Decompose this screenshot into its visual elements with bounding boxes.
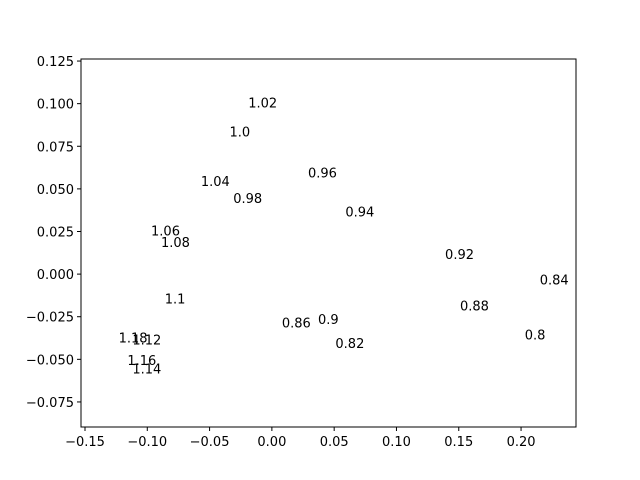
point-label: 0.92 xyxy=(445,248,474,263)
y-tick-label: 0.125 xyxy=(37,55,74,70)
point-label: 0.9 xyxy=(318,313,339,328)
point-label: 0.88 xyxy=(460,299,489,314)
x-tick-label: −0.05 xyxy=(190,435,230,450)
y-tick-label: −0.050 xyxy=(26,353,74,368)
point-label: 0.8 xyxy=(525,328,546,343)
plot-frame xyxy=(80,58,577,428)
point-label: 0.84 xyxy=(540,274,569,289)
y-tick-label: 0.075 xyxy=(37,140,74,155)
x-tick-label: −0.10 xyxy=(127,435,167,450)
point-label: 1.16 xyxy=(127,354,156,369)
y-tick-label: 0.050 xyxy=(37,183,74,198)
x-tick-label: −0.15 xyxy=(65,435,105,450)
y-tick-label: −0.075 xyxy=(26,396,74,411)
y-tick-label: 0.025 xyxy=(37,225,74,240)
x-tick-label: 0.05 xyxy=(320,435,349,450)
point-label: 0.96 xyxy=(308,166,337,181)
point-label: 1.08 xyxy=(161,236,190,251)
point-label: 0.98 xyxy=(233,192,262,207)
point-label: 1.14 xyxy=(132,362,161,377)
point-label: 0.94 xyxy=(345,206,374,221)
x-tick-label: 0.00 xyxy=(257,435,286,450)
y-tick-label: 0.100 xyxy=(37,98,74,113)
x-tick-label: 0.20 xyxy=(507,435,536,450)
point-label: 1.1 xyxy=(165,292,186,307)
y-tick-label: −0.025 xyxy=(26,311,74,326)
point-label: 1.12 xyxy=(132,333,161,348)
point-label: 1.18 xyxy=(119,332,148,347)
y-tick-label: 0.000 xyxy=(37,268,74,283)
point-label: 1.04 xyxy=(201,175,230,190)
point-label: 1.0 xyxy=(230,125,251,140)
point-label: 1.06 xyxy=(151,224,180,239)
point-label: 0.82 xyxy=(335,337,364,352)
x-tick-label: 0.10 xyxy=(382,435,411,450)
point-label: 1.02 xyxy=(248,96,277,111)
point-label: 0.86 xyxy=(282,316,311,331)
x-tick-label: 0.15 xyxy=(444,435,473,450)
